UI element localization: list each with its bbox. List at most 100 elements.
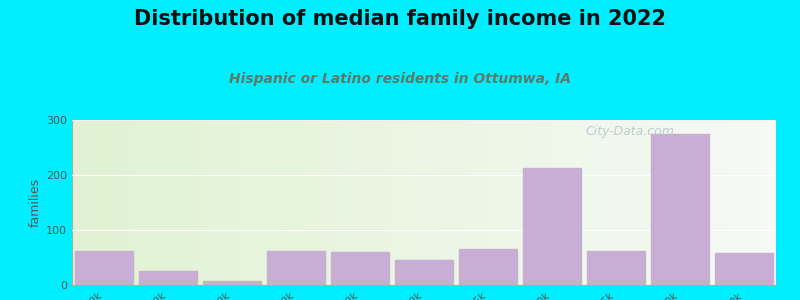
Bar: [655, 120, 658, 285]
Text: City-Data.com: City-Data.com: [586, 125, 674, 138]
Bar: [422, 120, 424, 285]
Bar: [369, 120, 372, 285]
Bar: [418, 120, 422, 285]
Bar: [514, 120, 518, 285]
Bar: [97, 120, 99, 285]
Bar: [259, 120, 262, 285]
Bar: [105, 120, 108, 285]
Bar: [768, 120, 770, 285]
Bar: [598, 120, 600, 285]
Bar: [633, 120, 636, 285]
Bar: [152, 120, 154, 285]
Bar: [699, 120, 702, 285]
Bar: [394, 260, 454, 285]
Bar: [196, 120, 198, 285]
Bar: [281, 120, 284, 285]
Bar: [713, 120, 715, 285]
Bar: [314, 120, 317, 285]
Bar: [394, 120, 397, 285]
Bar: [539, 120, 542, 285]
Bar: [586, 120, 589, 285]
Bar: [212, 120, 215, 285]
Y-axis label: families: families: [29, 178, 42, 227]
Bar: [476, 120, 479, 285]
Bar: [627, 120, 630, 285]
Bar: [114, 120, 116, 285]
Bar: [485, 120, 487, 285]
Bar: [158, 120, 160, 285]
Bar: [462, 120, 466, 285]
Bar: [730, 120, 732, 285]
Bar: [399, 120, 402, 285]
Bar: [143, 120, 146, 285]
Bar: [529, 120, 531, 285]
Bar: [688, 120, 690, 285]
Bar: [710, 120, 713, 285]
Bar: [309, 120, 311, 285]
Bar: [166, 120, 168, 285]
Bar: [108, 120, 110, 285]
Bar: [512, 120, 514, 285]
Bar: [589, 120, 592, 285]
Bar: [567, 120, 570, 285]
Bar: [479, 120, 482, 285]
Bar: [240, 120, 242, 285]
Bar: [372, 120, 374, 285]
Bar: [416, 120, 418, 285]
Bar: [182, 120, 185, 285]
Bar: [671, 120, 674, 285]
Bar: [185, 120, 187, 285]
Bar: [493, 120, 495, 285]
Bar: [430, 120, 432, 285]
Bar: [72, 120, 74, 285]
Bar: [254, 120, 256, 285]
Bar: [242, 120, 246, 285]
Bar: [256, 120, 259, 285]
Bar: [619, 120, 622, 285]
Bar: [581, 120, 583, 285]
Bar: [506, 120, 510, 285]
Bar: [592, 120, 594, 285]
Bar: [534, 120, 537, 285]
Bar: [342, 120, 344, 285]
Bar: [644, 120, 646, 285]
Bar: [707, 120, 710, 285]
Bar: [202, 120, 204, 285]
Bar: [677, 120, 680, 285]
Bar: [336, 120, 338, 285]
Bar: [328, 120, 330, 285]
Bar: [273, 120, 275, 285]
Bar: [319, 120, 322, 285]
Bar: [171, 120, 174, 285]
Bar: [141, 120, 143, 285]
Bar: [378, 120, 380, 285]
Bar: [402, 120, 405, 285]
Bar: [556, 120, 558, 285]
Bar: [724, 120, 726, 285]
Bar: [721, 120, 724, 285]
Bar: [278, 120, 281, 285]
Bar: [124, 120, 127, 285]
Bar: [133, 120, 135, 285]
Bar: [74, 120, 78, 285]
Bar: [386, 120, 388, 285]
Bar: [562, 120, 564, 285]
Bar: [548, 120, 550, 285]
Bar: [583, 120, 586, 285]
Bar: [625, 120, 627, 285]
Bar: [265, 120, 267, 285]
Bar: [223, 120, 226, 285]
Bar: [355, 120, 358, 285]
Bar: [646, 120, 650, 285]
Bar: [705, 120, 707, 285]
Bar: [554, 120, 556, 285]
Bar: [330, 252, 390, 285]
Bar: [661, 120, 663, 285]
Bar: [518, 120, 520, 285]
Bar: [663, 120, 666, 285]
Bar: [608, 120, 611, 285]
Bar: [550, 120, 554, 285]
Bar: [424, 120, 426, 285]
Bar: [292, 120, 294, 285]
Bar: [363, 120, 366, 285]
